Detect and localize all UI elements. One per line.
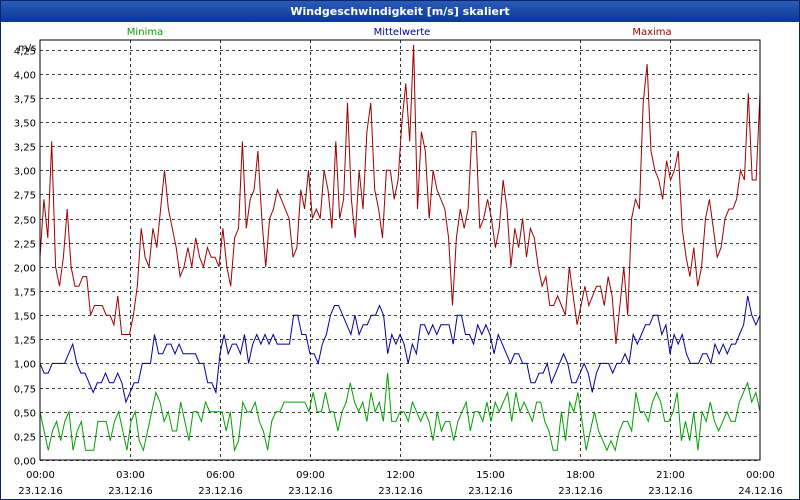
y-tick-label: 3,00 (14, 167, 36, 178)
y-tick-label: 2,50 (14, 216, 36, 227)
y-axis-label: m/s (18, 43, 36, 54)
legend-entry-mittelwerte: Mittelwerte (374, 27, 431, 38)
y-tick-label: 1,25 (14, 336, 36, 347)
y-tick-label: 0,00 (14, 457, 36, 468)
x-tick-labels: 00:00 23.12.16 03:00 23.12.16 06:00 23.12.16 0… (18, 470, 783, 497)
y-tick-label: 4,00 (14, 71, 36, 82)
legend-entry-minima: Minima (127, 27, 163, 38)
x-tick-time: 15:00 (476, 470, 505, 481)
y-tick-label: 2,00 (14, 264, 36, 275)
x-tick-time: 21:00 (656, 470, 685, 481)
x-tick-date: 23.12.16 (648, 486, 693, 497)
x-tick-time: 09:00 (296, 470, 325, 481)
axes: m/s (18, 39, 761, 461)
x-tick-time: 00:00 (26, 470, 55, 481)
x-tick-date: 23.12.16 (378, 486, 423, 497)
x-tick-date: 23.12.16 (108, 486, 153, 497)
y-tick-label: 2,75 (14, 191, 36, 202)
window-title: Windgeschwindigkeit [m/s] skaliert (1, 1, 799, 22)
x-tick-date: 23.12.16 (288, 486, 333, 497)
legend: Minima Mittelwerte Maxima (127, 27, 672, 38)
plot-frame (39, 39, 761, 461)
series-line-minima (39, 373, 761, 453)
y-tick-label: 1,75 (14, 288, 36, 299)
y-tick-labels: 0,00 0,25 0,50 0,75 1,00 1,25 1,50 1,75 2,00 2,25… (14, 47, 36, 468)
grid (40, 40, 760, 461)
y-tick-label: 1,50 (14, 312, 36, 323)
x-tick-time: 00:00 (746, 470, 775, 481)
x-tick-date: 24.12.16 (738, 486, 783, 497)
x-tick-time: 06:00 (206, 470, 235, 481)
x-tick-date: 23.12.16 (558, 486, 603, 497)
y-tick-label: 4,25 (14, 47, 36, 58)
y-tick-label: 3,25 (14, 143, 36, 154)
y-tick-label: 3,50 (14, 119, 36, 130)
y-tick-label: 0,25 (14, 433, 36, 444)
y-tick-label: 3,75 (14, 95, 36, 106)
legend-entry-maxima: Maxima (632, 27, 671, 38)
series-line-maxima (39, 44, 761, 345)
x-tick-time: 12:00 (386, 470, 415, 481)
x-tick-time: 18:00 (566, 470, 595, 481)
series-line-mittelwerte (39, 295, 761, 404)
y-tick-label: 0,50 (14, 409, 36, 420)
x-tick-time: 03:00 (116, 470, 145, 481)
y-tick-label: 1,00 (14, 360, 36, 371)
y-tick-label: 2,25 (14, 240, 36, 251)
x-tick-date: 23.12.16 (18, 486, 63, 497)
series-group (39, 44, 761, 453)
x-tick-date: 23.12.16 (468, 486, 513, 497)
x-tick-date: 23.12.16 (198, 486, 243, 497)
y-tick-label: 0,75 (14, 385, 36, 396)
